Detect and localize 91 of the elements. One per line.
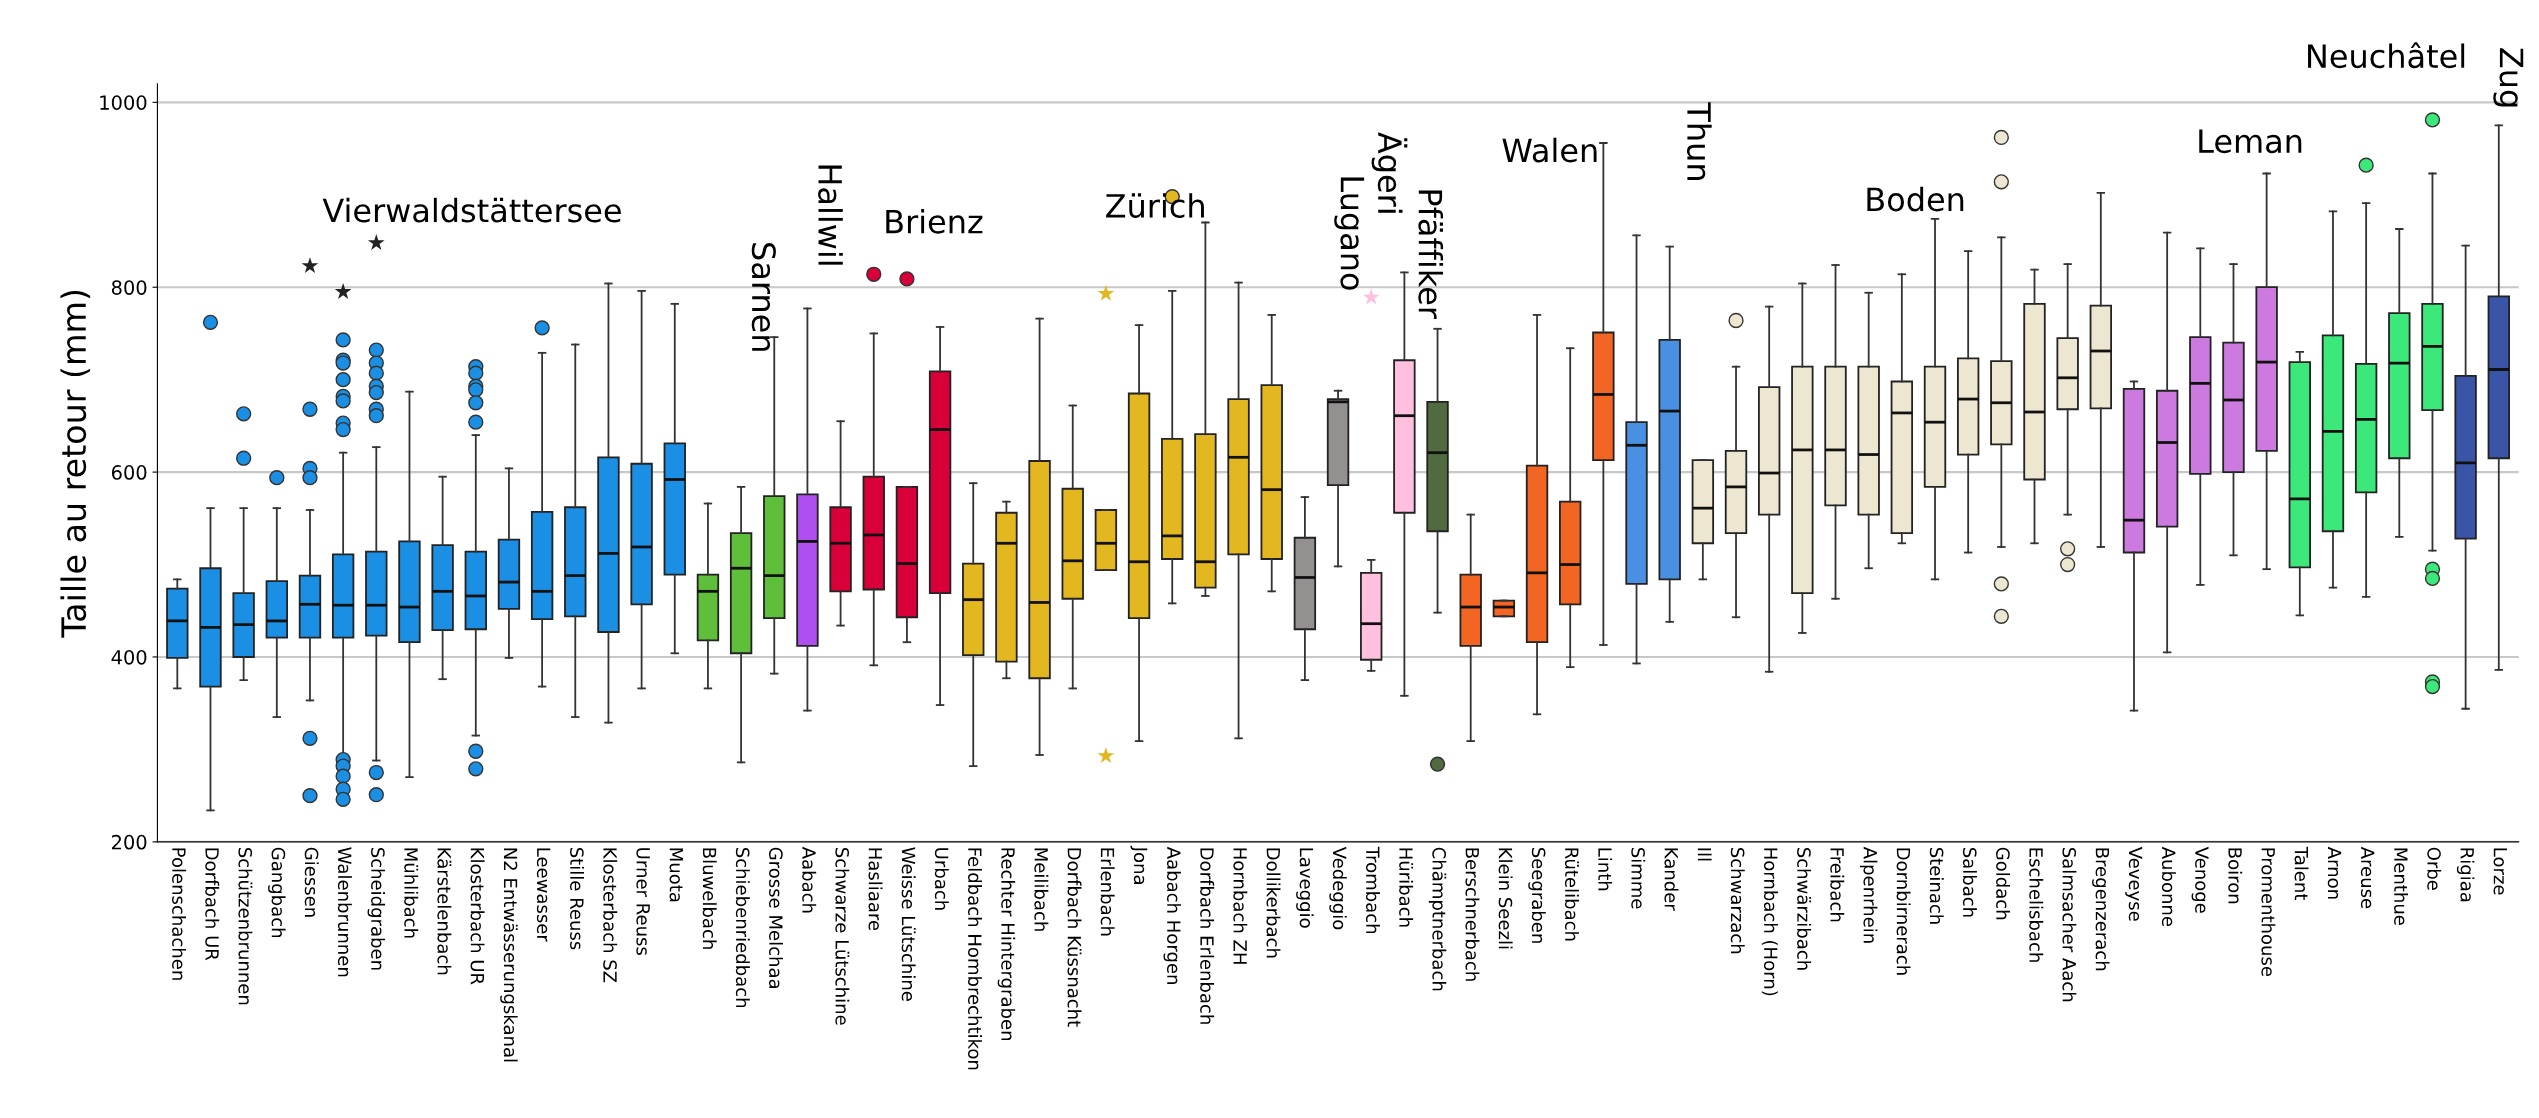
- annotation: Boden: [1867, 186, 1964, 212]
- x-tick-label: Rigiaa: [2456, 848, 2475, 902]
- annotation: Walen: [1502, 137, 1597, 163]
- x-tick-label: Linth: [1598, 848, 1613, 891]
- annotation: Thun: [1686, 102, 1712, 180]
- x-tick-label: Veveyse: [2125, 846, 2143, 921]
- x-tick-label: Grosse Melchaa: [769, 847, 783, 988]
- x-tick-label: Dornbirnerach: [1896, 848, 1911, 975]
- x-tick-label: Salmsacher Aach: [2062, 847, 2077, 1002]
- x-tick-label: Alpenrhein: [1859, 846, 1878, 943]
- x-tick-label: Boiron: [2228, 848, 2243, 904]
- y-tick-label: 200: [112, 834, 147, 850]
- x-tick-label: Schwarzach: [1730, 847, 1745, 954]
- x-tick-label: Eschelisbach: [2029, 848, 2044, 962]
- x-tick-label: Ill: [1697, 848, 1712, 861]
- x-tick-label: Feldbach Hombrechtikon: [968, 848, 982, 1070]
- x-tick-label: Weisse Lütschine: [901, 847, 916, 1001]
- x-tick-label: Chämptnerbach: [1428, 847, 1447, 991]
- x-tick-label: Dorfbach Erlenbach: [1200, 848, 1215, 1024]
- x-tick-label: Leewasser: [536, 848, 551, 942]
- annotation: Ägeri: [1371, 132, 1408, 213]
- x-tick-label: Talent: [2294, 846, 2309, 901]
- x-tick-label: Bregenzerach: [2092, 848, 2110, 971]
- x-tick-label: Schützenbrunnen: [238, 847, 253, 1005]
- x-tick-label: Hasliaare: [868, 848, 883, 931]
- x-tick-label: Aabach: [802, 846, 817, 913]
- x-tick-label: Aabach Horgen: [1163, 846, 1181, 984]
- x-tick-label: Laveggio: [1296, 848, 1314, 928]
- x-tick-label: Vedeggio: [1329, 846, 1347, 930]
- x-tick-label: Meilibach: [1034, 848, 1049, 931]
- annotation: Lugano: [1334, 177, 1365, 290]
- x-tick-label: Arnon: [2327, 846, 2342, 899]
- x-tick-label: Menthue: [2394, 848, 2409, 925]
- annotation: Zürich: [1106, 193, 1204, 218]
- y-tick-label: 1000: [100, 95, 147, 110]
- x-tick-label: Venoge: [2191, 846, 2209, 913]
- x-tick-label: Klosterbach SZ: [603, 848, 618, 983]
- annotation: Leman: [2199, 129, 2302, 154]
- x-tick-label: Aubonne: [2161, 846, 2176, 927]
- x-tick-label: Schiebenriedbach: [735, 847, 750, 1008]
- x-tick-label: Giessen: [304, 847, 319, 917]
- x-tick-label: Kärstelenbach: [437, 848, 452, 975]
- x-tick-label: Urbach: [934, 848, 949, 910]
- x-tick-label: Stille Reuss: [570, 847, 585, 950]
- x-tick-label: Areuse: [2360, 846, 2375, 909]
- x-tick-label: Walenbrunnen: [337, 847, 352, 977]
- x-tick-label: Rütelibach: [1564, 848, 1579, 941]
- x-tick-label: Promenthouse: [2261, 848, 2276, 977]
- annotation: Vierwaldstättersee: [322, 197, 621, 223]
- x-tick-label: Scheidgraben: [367, 847, 386, 970]
- x-tick-label: Mühlibach: [404, 848, 419, 938]
- x-tick-label: Goldach: [1996, 847, 2011, 920]
- x-tick-label: Freibach: [1830, 848, 1845, 922]
- y-axis-title: Taille au retour (mm): [60, 290, 91, 638]
- x-tick-label: Hornbach (Horn): [1761, 848, 1778, 996]
- x-tick-label: Muota: [669, 848, 683, 902]
- x-tick-label: Gangbach: [268, 847, 286, 938]
- x-tick-label: Rechter Hintergraben: [997, 848, 1016, 1041]
- annotation: Sarnen: [751, 243, 776, 351]
- annotation: Hallwil: [818, 165, 843, 265]
- x-tick-label: Hüribach: [1399, 848, 1414, 927]
- text: Neuchâtel: [2308, 42, 2465, 69]
- x-tick-label: Berschnerbach: [1465, 848, 1480, 981]
- x-tick-label: Erlenbach: [1100, 848, 1115, 936]
- x-tick-label: Schwarze Lütschine: [835, 847, 850, 1025]
- x-tick-label: Kander: [1664, 848, 1679, 911]
- x-tick-label: Salbach: [1962, 847, 1977, 917]
- x-tick-label: Trombach: [1365, 846, 1380, 934]
- x-tick-label: Jona: [1130, 845, 1148, 884]
- annotation: Pfäffiker: [1418, 190, 1444, 319]
- x-tick-label: Hornbach ZH: [1233, 848, 1248, 964]
- y-tick-label: 800: [111, 280, 147, 295]
- x-tick-label: Seegraben: [1528, 847, 1546, 943]
- x-tick-label: Steinach: [1929, 847, 1944, 924]
- x-tick-label: Klosterbach UR: [470, 848, 485, 985]
- x-tick-label: N2 Entwässerungskanal: [500, 848, 518, 1062]
- x-tick-label: Klein Seezli: [1498, 848, 1513, 949]
- annotation: Brienz: [886, 208, 983, 234]
- y-tick-label: 400: [111, 649, 147, 665]
- y-tick-label: 600: [111, 465, 147, 480]
- x-tick-label: Polenschachen: [172, 848, 187, 980]
- annotation: Zug: [2493, 48, 2524, 107]
- x-tick-label: Lorze: [2493, 848, 2507, 895]
- x-tick-label: Bluwelbach: [702, 848, 717, 949]
- x-tick-label: Dorfbach UR: [205, 848, 220, 961]
- x-tick-label: Simme: [1631, 847, 1646, 909]
- x-tick-label: Urner Reuss: [636, 848, 650, 955]
- x-tick-label: Dorfbach Küssnacht: [1067, 848, 1082, 1027]
- x-tick-label: Dollikerbach: [1266, 848, 1281, 958]
- x-tick-label: Orbe: [2427, 847, 2442, 890]
- x-tick-label: Schwärzibach: [1797, 847, 1812, 970]
